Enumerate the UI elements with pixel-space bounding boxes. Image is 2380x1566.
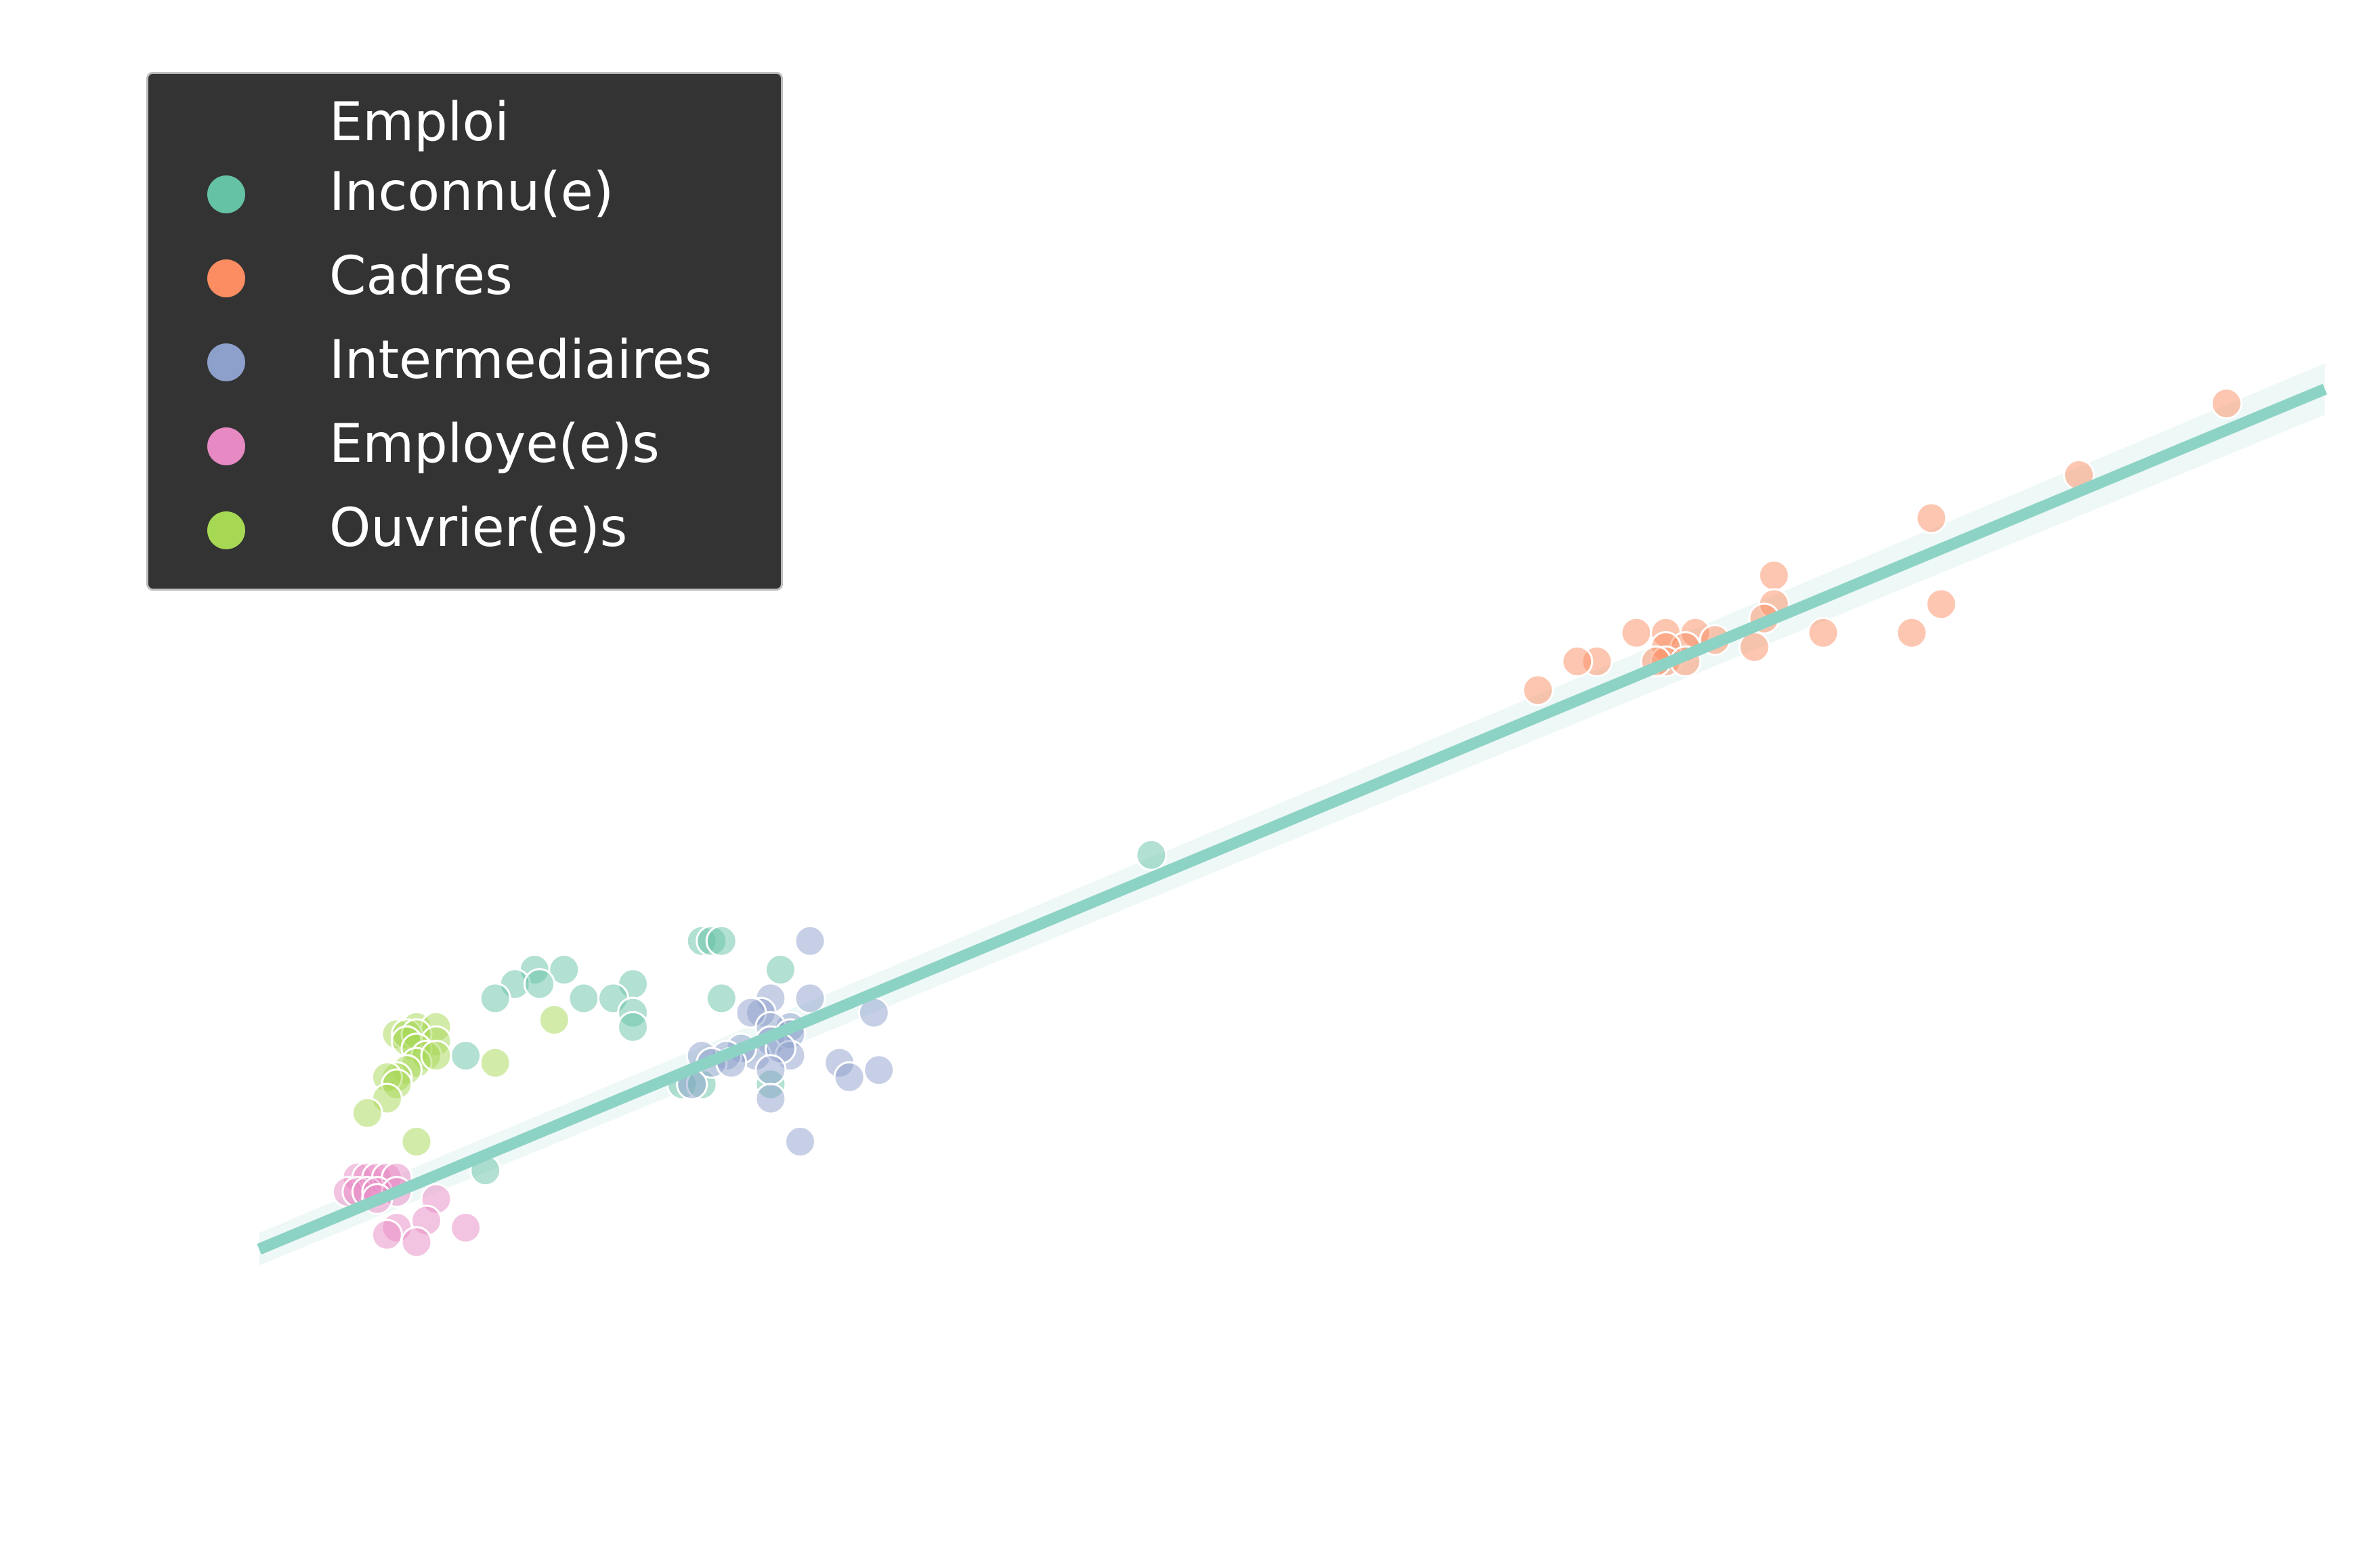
point-cadres [1925,588,1957,620]
legend-entry-cadres: Cadres [148,242,781,310]
point-inconnu-e [705,982,738,1015]
point-ouvrier-e-s [400,1126,433,1158]
point-ouvrier-e-s [538,1004,570,1036]
point-cadres [1915,502,1948,534]
point-ouvrier-e-s [420,1040,452,1072]
legend-label: Intermediaires [329,330,713,391]
point-ouvrier-e-s [479,1046,511,1079]
legend-marker [207,511,245,549]
point-intermediaires [755,1082,787,1115]
point-cadres [1561,646,1594,678]
legend-label: Inconnu(e) [329,162,614,223]
point-cadres [1896,616,1928,649]
legend-label: Ouvrier(e)s [329,498,628,559]
point-inconnu-e [479,982,511,1015]
point-intermediaires [755,1054,787,1086]
legend-entry-ouvrier-e-s: Ouvrier(e)s [148,494,781,562]
point-employe-e-s [400,1226,433,1258]
legend-entry-inconnu-e: Inconnu(e) [148,158,781,226]
point-intermediaires [784,1126,816,1158]
point-employe-e-s [450,1212,482,1244]
point-ouvrier-e-s [351,1097,383,1129]
point-intermediaires [833,1061,866,1093]
point-cadres [1758,559,1790,592]
point-intermediaires [794,982,826,1015]
series-ouvrier-e-s [351,1004,570,1158]
legend-label: Employe(e)s [329,414,660,475]
point-intermediaires [794,925,826,957]
legend-marker [207,427,245,465]
point-inconnu-e [548,954,580,986]
legend-marker [207,259,245,297]
point-inconnu-e [450,1040,482,1072]
legend: Emploi Inconnu(e) Cadres Intermediaires Emp… [146,72,783,591]
series-inconnu-e [450,839,1168,1187]
regression-line-path [257,383,2327,1255]
point-inconnu-e [764,954,796,986]
point-inconnu-e [617,1011,650,1043]
point-inconnu-e [705,925,738,957]
series-cadres [1522,387,2243,706]
point-employe-e-s [370,1219,403,1251]
legend-marker [207,343,245,381]
point-inconnu-e [524,968,556,1000]
point-inconnu-e [568,982,600,1015]
point-cadres [1522,674,1554,706]
scatter-points [331,387,2243,1258]
point-cadres [2210,387,2243,420]
legend-marker [207,175,245,213]
regression-line [257,383,2327,1255]
point-cadres [1620,616,1653,649]
point-inconnu-e [1135,839,1168,871]
legend-entry-intermediaires: Intermediaires [148,326,781,394]
legend-title: Emploi [329,92,509,153]
legend-entry-employe-e-s: Employe(e)s [148,410,781,478]
point-cadres [1807,616,1840,649]
point-intermediaires [863,1054,895,1086]
legend-label: Cadres [329,246,513,307]
